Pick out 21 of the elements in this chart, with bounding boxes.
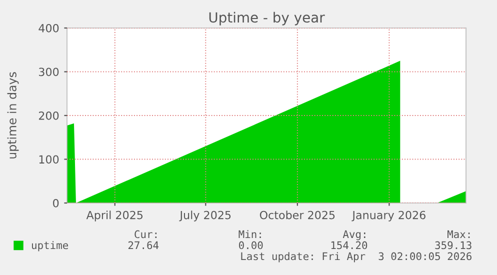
y-tick-label: 400 [38, 24, 59, 32]
text: Min: [238, 230, 261, 238]
text: Max: [448, 230, 470, 238]
x-tick-label: January 2026 [352, 210, 426, 222]
y-axis-title: uptime in days [7, 72, 19, 158]
y-tick-label: 200 [38, 111, 59, 120]
text: Avg: [342, 230, 366, 240]
y-tick-label: 100 [39, 155, 59, 164]
x-tick-label: July 2025 [179, 210, 231, 222]
legend-label: uptime [32, 241, 68, 252]
x-tick-label: April 2025 [86, 210, 143, 222]
text: Cur: [134, 230, 157, 238]
chart-title: Uptime - by year [209, 12, 325, 26]
text: 27.64 [128, 241, 159, 250]
text: Last update: Fri Apr 3 02:00:05 2026 [241, 252, 472, 262]
text: 0.00 [239, 241, 263, 250]
y-tick-label: 300 [39, 68, 59, 76]
text: 359.13 [435, 241, 472, 250]
y-tick-label: 0 [53, 198, 59, 208]
x-tick-label: October 2025 [260, 210, 335, 220]
text: 154.20 [331, 241, 368, 250]
